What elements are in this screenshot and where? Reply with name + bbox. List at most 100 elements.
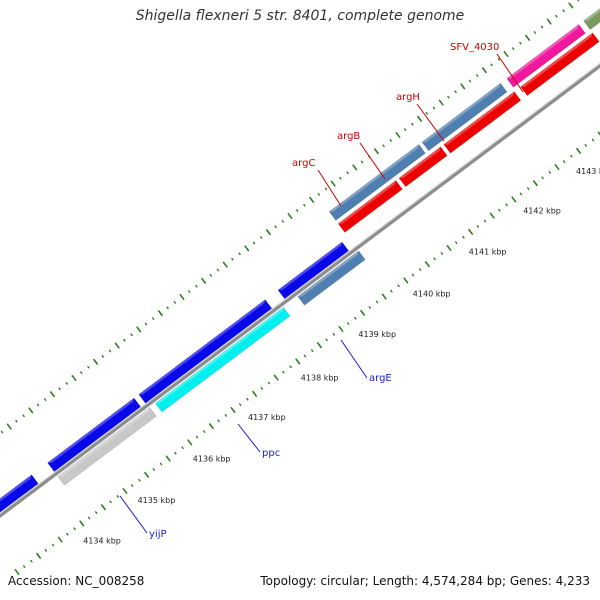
minor-tick (209, 274, 212, 277)
major-tick (525, 34, 531, 41)
major-tick (28, 407, 34, 414)
major-tick (316, 342, 322, 349)
major-tick (511, 196, 517, 203)
minor-tick (382, 144, 385, 148)
minor-tick (533, 31, 536, 34)
cds-reverse-grey (57, 406, 157, 486)
major-tick (395, 132, 401, 138)
minor-tick (519, 41, 522, 45)
kbp-tick-label: 4138 kbp (301, 373, 339, 382)
kbp-tick-label: 4136 kbp (193, 454, 231, 463)
minor-tick (224, 414, 227, 417)
minor-tick (239, 403, 242, 406)
major-tick (273, 374, 279, 381)
minor-tick (58, 387, 61, 391)
minor-tick (166, 306, 169, 310)
major-tick (489, 212, 495, 219)
feature-track (0, 8, 600, 513)
minor-tick (51, 543, 55, 547)
major-tick (187, 439, 193, 446)
minor-tick (332, 333, 335, 336)
minor-tick (476, 74, 479, 77)
minor-tick (347, 322, 350, 325)
major-tick (446, 245, 452, 251)
major-tick (295, 358, 301, 365)
major-tick (330, 180, 336, 187)
minor-tick (181, 446, 184, 450)
major-tick (71, 374, 77, 382)
minor-tick (527, 187, 530, 190)
major-tick (352, 164, 358, 171)
minor-tick (570, 154, 573, 158)
minor-tick (476, 225, 479, 228)
minor-tick (138, 478, 141, 482)
gene-label: yijP (149, 529, 167, 540)
minor-tick (447, 95, 450, 99)
gene-argE-sheen (297, 250, 359, 297)
gene-label-leader (340, 339, 368, 379)
cds-argH (443, 91, 522, 154)
major-tick (165, 455, 171, 462)
gene-label-leader (359, 142, 386, 180)
minor-tick (203, 430, 206, 433)
cds-forward (47, 397, 142, 473)
gene-label-leader (416, 103, 445, 142)
outer-tick-ring (0, 0, 580, 434)
major-tick (597, 131, 600, 136)
minor-tick (116, 495, 119, 498)
minor-tick (30, 559, 33, 563)
major-tick (287, 213, 293, 219)
minor-tick (159, 462, 163, 466)
minor-tick (324, 187, 328, 191)
inner-tick-ring (14, 131, 600, 576)
minor-tick (216, 268, 220, 272)
accession-label: Accession: NC_008258 (8, 574, 145, 588)
minor-tick (195, 284, 198, 288)
gene-labels: argC argB argH SFV_4030 argE ppc yijP (119, 42, 524, 540)
backbone-highlight (0, 62, 600, 514)
major-tick (373, 148, 379, 155)
minor-tick (289, 365, 292, 369)
minor-tick (497, 58, 500, 61)
major-tick (122, 487, 128, 495)
minor-tick (317, 193, 320, 196)
gene-label-leader (119, 495, 148, 534)
major-tick (576, 147, 582, 154)
major-tick (222, 261, 228, 268)
minor-tick (548, 171, 551, 174)
minor-tick (73, 527, 76, 531)
major-tick (49, 391, 55, 398)
minor-tick (483, 219, 487, 223)
gene-label: argC (292, 158, 315, 169)
major-tick (381, 293, 387, 300)
major-tick (360, 309, 366, 316)
cds-forward-sheen (0, 474, 32, 502)
minor-tick (325, 338, 328, 342)
major-tick (417, 115, 423, 122)
minor-tick (101, 355, 104, 358)
minor-tick (303, 203, 306, 207)
major-tick (403, 277, 409, 284)
minor-tick (397, 284, 400, 288)
major-tick (57, 536, 63, 543)
minor-tick (23, 565, 26, 568)
minor-tick (188, 290, 191, 293)
minor-tick (462, 235, 465, 239)
minor-tick (425, 112, 428, 115)
minor-tick (555, 14, 558, 18)
kbp-tick-label: 4139 kbp (358, 330, 396, 339)
minor-tick (404, 128, 407, 131)
minor-tick (498, 208, 501, 212)
minor-tick (440, 252, 443, 255)
minor-tick (303, 354, 307, 358)
minor-tick (346, 171, 349, 175)
cds-argC-sheen (338, 180, 396, 224)
cds-argB-sheen (399, 146, 441, 179)
major-tick (481, 67, 487, 74)
major-tick (309, 196, 315, 203)
major-tick (438, 99, 444, 106)
kbp-tick-label: 4137 kbp (248, 413, 286, 422)
minor-tick (584, 144, 587, 147)
minor-tick (468, 79, 472, 83)
